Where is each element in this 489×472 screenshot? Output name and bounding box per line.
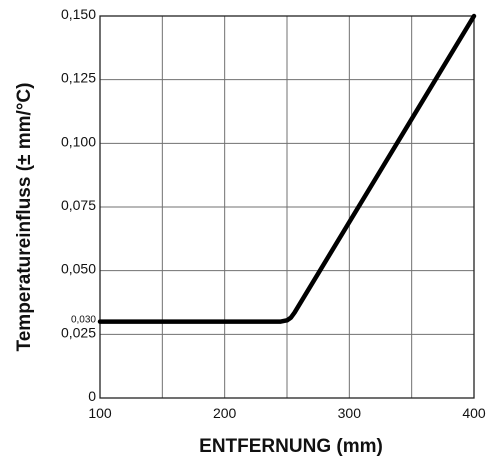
x-tick-labels: 100 200 300 400 [88, 405, 486, 421]
series-layer [97, 13, 477, 324]
y-tick-label: 0,075 [61, 197, 96, 213]
horizontal-gridlines [100, 79, 474, 335]
y-tick-label: 0,150 [61, 6, 96, 22]
y-axis-title: Temperatureinfluss (± mm/°C) [14, 83, 35, 352]
x-tick-label: 100 [88, 405, 112, 421]
y-tick-labels: 0 0,025 0,050 0,075 0,100 0,125 0,150 [61, 6, 96, 404]
annotations: 0,030 [71, 315, 96, 326]
y-tick-label: 0,125 [61, 70, 96, 86]
x-tick-label: 400 [462, 405, 486, 421]
x-tick-label: 300 [338, 405, 362, 421]
y-tick-label: 0 [88, 388, 96, 404]
series-line [97, 13, 477, 324]
x-axis-title: ENTFERNUNG (mm) [199, 436, 383, 457]
x-tick-label: 200 [213, 405, 237, 421]
y-tick-label: 0,100 [61, 133, 96, 149]
plot-frame [99, 15, 475, 399]
y-tick-label: 0,050 [61, 261, 96, 277]
annotation-label: 0,030 [71, 315, 96, 326]
y-tick-label: 0,025 [61, 324, 96, 340]
